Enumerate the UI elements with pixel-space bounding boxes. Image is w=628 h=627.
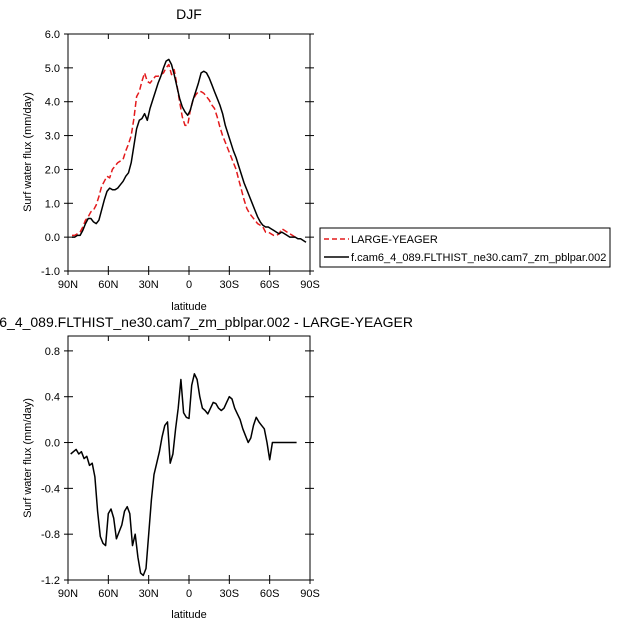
p1-ytick-label-6: 5.0 <box>45 63 60 75</box>
p2-ytick-label-4: 0.4 <box>45 392 60 404</box>
p2-xtick-label-5: 60S <box>260 588 280 600</box>
p1-ytick-label-4: 3.0 <box>45 131 60 143</box>
p2-xtick-label-2: 30N <box>139 588 159 600</box>
p2-ytick-label-5: 0.8 <box>45 346 60 358</box>
bottom-y-axis-label: Surf water flux (mm/day) <box>22 398 34 518</box>
p1-ytick-label-0: -1.0 <box>41 266 60 278</box>
bottom-series-lines <box>70 373 297 577</box>
p1-xtick-label-1: 60N <box>98 279 118 291</box>
legend: LARGE-YEAGER f.cam6_4_089.FLTHIST_ne30.c… <box>319 227 611 268</box>
p1-xtick-label-4: 30S <box>220 279 240 291</box>
bottom-x-axis-label: latitude <box>171 609 206 621</box>
top-chart-title: DJF <box>176 6 202 22</box>
p1-xtick-label-6: 90S <box>300 279 320 291</box>
legend-label-cam6: f.cam6_4_089.FLTHIST_ne30.cam7_zm_pblpar… <box>351 252 606 264</box>
p2-ytick-label-0: -1.2 <box>41 575 60 587</box>
legend-label-large-yeager: LARGE-YEAGER <box>351 234 438 246</box>
bottom-panel: f.cam6_4_089.FLTHIST_ne30.cam7_zm_pblpar… <box>0 314 413 621</box>
top-plot-frame <box>67 33 311 272</box>
p1-ytick-label-2: 1.0 <box>45 198 60 210</box>
p2-xtick-label-3: 0 <box>186 588 192 600</box>
legend-box <box>319 227 611 268</box>
p2-ytick-label-2: -0.4 <box>41 483 60 495</box>
p1-series-line-1 <box>72 58 307 243</box>
p1-xtick-label-0: 90N <box>58 279 78 291</box>
p1-xtick-label-2: 30N <box>139 279 159 291</box>
p2-xtick-label-1: 60N <box>98 588 118 600</box>
p2-xtick-label-4: 30S <box>220 588 240 600</box>
p1-ytick-label-5: 4.0 <box>45 97 60 109</box>
top-y-axis-label: Surf water flux (mm/day) <box>22 92 34 212</box>
p1-series-line-0 <box>72 63 296 238</box>
p1-ytick-label-7: 6.0 <box>45 29 60 41</box>
p1-ytick-label-3: 2.0 <box>45 164 60 176</box>
top-x-axis-label: latitude <box>171 301 206 313</box>
p2-ytick-label-1: -0.8 <box>41 529 60 541</box>
bottom-axis-ticks: 90N 60N 30N 0 30S 60S 90S -1.2 -0.8 -0.4 0.0 0.4 0.8 <box>41 336 320 600</box>
top-axis-ticks: 90N 60N 30N 0 30S 60S 90S -1.0 0.0 1.0 2.0 3.0 4.0 5.… <box>41 29 320 291</box>
top-series-lines <box>72 58 307 243</box>
bottom-plot-frame <box>67 335 311 581</box>
p1-xtick-label-5: 60S <box>260 279 280 291</box>
p2-xtick-label-0: 90N <box>58 588 78 600</box>
p2-xtick-label-6: 90S <box>300 588 320 600</box>
p1-xtick-label-3: 0 <box>186 279 192 291</box>
bottom-chart-title: f.cam6_4_089.FLTHIST_ne30.cam7_zm_pblpar… <box>0 314 413 330</box>
p1-ytick-label-1: 0.0 <box>45 232 60 244</box>
p2-series-line-0 <box>70 373 297 577</box>
top-panel: DJF Surf water flux (mm/day) latitude 90… <box>22 6 320 313</box>
p2-ytick-label-3: 0.0 <box>45 438 60 450</box>
